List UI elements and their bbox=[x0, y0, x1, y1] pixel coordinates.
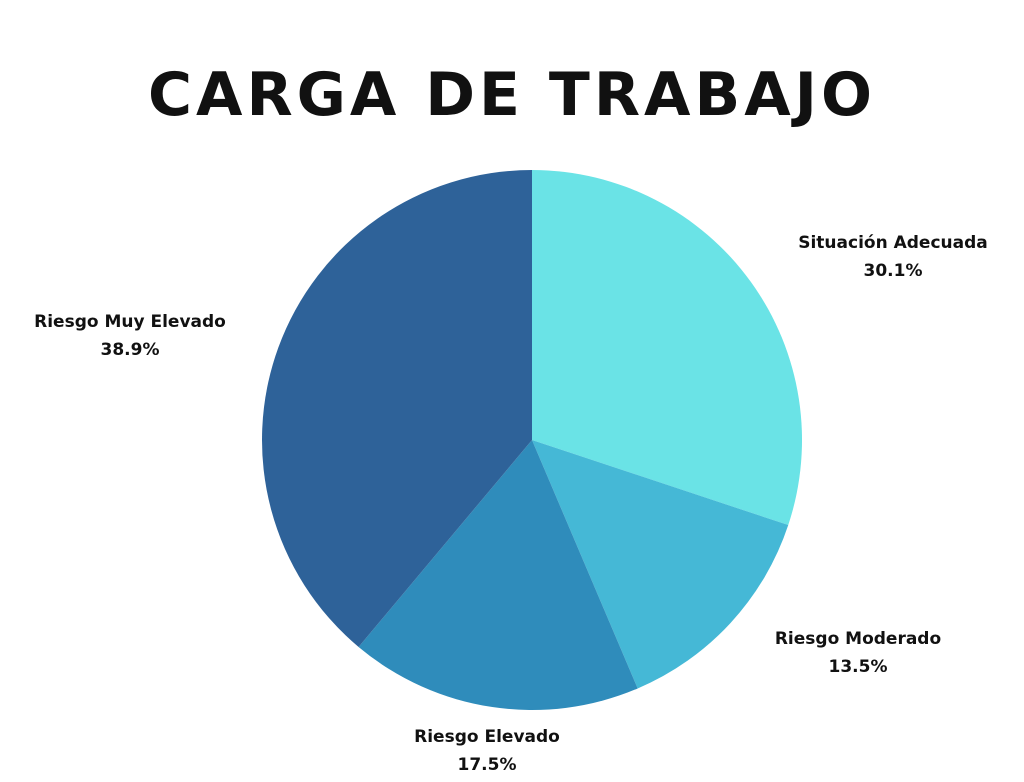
pie-slice-riesgo-elevado bbox=[358, 440, 638, 710]
slice-label-riesgo-elevado: Riesgo Elevado 17.5% bbox=[414, 727, 560, 775]
slice-label-situacion-adecuada: Situación Adecuada 30.1% bbox=[798, 233, 988, 281]
slice-name: Riesgo Elevado bbox=[414, 727, 560, 747]
slice-name: Riesgo Muy Elevado bbox=[34, 312, 226, 332]
chart-title: CARGA DE TRABAJO bbox=[148, 60, 876, 130]
slice-value: 38.9% bbox=[101, 340, 160, 360]
pie-slices bbox=[262, 170, 803, 710]
slice-name: Riesgo Moderado bbox=[775, 629, 941, 649]
pie-slice-riesgo-muy-elevado bbox=[262, 170, 532, 647]
pie-slice-situacion-adecuada bbox=[532, 170, 803, 526]
slice-label-riesgo-moderado: Riesgo Moderado 13.5% bbox=[775, 629, 941, 677]
slice-value: 30.1% bbox=[864, 261, 923, 281]
slice-value: 17.5% bbox=[458, 755, 517, 775]
slice-name: Situación Adecuada bbox=[798, 233, 988, 253]
slice-value: 13.5% bbox=[829, 657, 888, 677]
pie-slice-riesgo-moderado bbox=[532, 440, 789, 689]
slice-label-riesgo-muy-elevado: Riesgo Muy Elevado 38.9% bbox=[34, 312, 226, 360]
